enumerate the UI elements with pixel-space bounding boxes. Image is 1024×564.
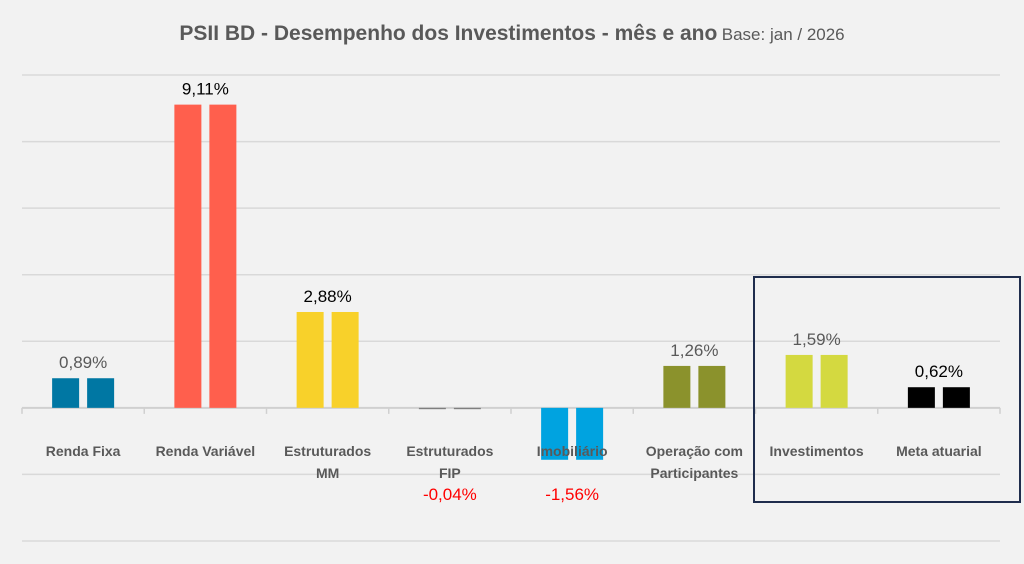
data-label: 1,26%	[670, 341, 718, 360]
bar	[418, 407, 446, 410]
category-label: MM	[316, 465, 339, 481]
bar	[663, 365, 691, 408]
data-label: 2,88%	[304, 287, 352, 306]
data-label: 1,59%	[793, 330, 841, 349]
category-label: Operação com	[646, 443, 743, 459]
category-label: Renda Fixa	[46, 443, 121, 459]
category-label: Participantes	[650, 465, 738, 481]
bar	[785, 354, 813, 408]
bar	[52, 378, 80, 408]
bar	[87, 378, 115, 408]
category-label: Imobiliário	[537, 443, 608, 459]
bar	[296, 311, 324, 408]
data-label: -1,56%	[545, 485, 599, 504]
data-label: 0,89%	[59, 353, 107, 372]
chart-title: PSII BD - Desempenho dos Investimentos -…	[0, 22, 1024, 46]
bar	[174, 104, 202, 408]
category-label: FIP	[439, 465, 461, 481]
category-label: Estruturados	[284, 443, 371, 459]
category-label: Meta atuarial	[896, 443, 982, 459]
bar	[942, 387, 970, 408]
highlight-box	[753, 276, 1021, 503]
data-label: -0,04%	[423, 485, 477, 504]
category-label: Investimentos	[770, 443, 864, 459]
data-label: 0,62%	[915, 362, 963, 381]
bar	[541, 407, 569, 460]
bar	[576, 407, 604, 460]
category-label: Renda Variável	[156, 443, 256, 459]
bar	[698, 365, 726, 408]
category-label: Estruturados	[406, 443, 493, 459]
bar	[209, 104, 237, 408]
bar	[907, 387, 935, 408]
bar	[820, 354, 848, 408]
bar	[453, 407, 481, 410]
title-base: Base: jan / 2026	[721, 25, 845, 44]
bar	[331, 311, 359, 408]
title-main: PSII BD - Desempenho dos Investimentos -…	[179, 22, 718, 45]
data-label: 9,11%	[182, 80, 229, 99]
